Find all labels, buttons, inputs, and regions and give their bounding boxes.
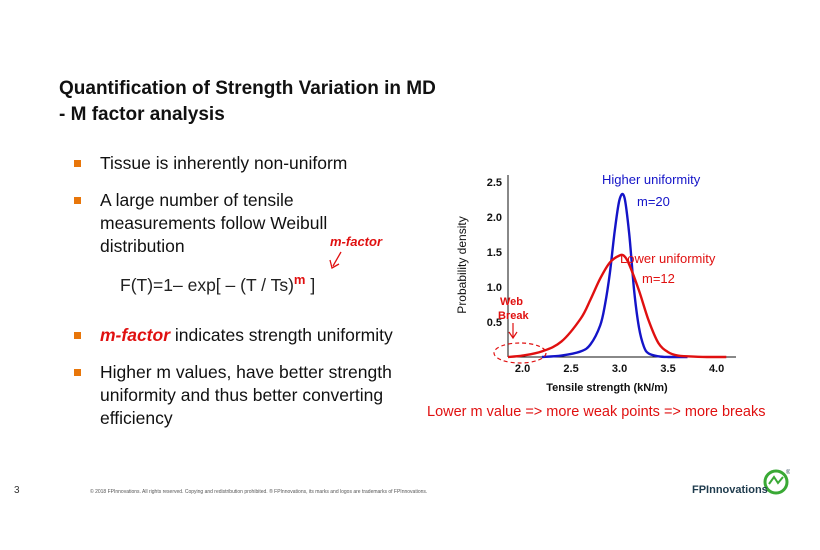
logo-text: FPInnovations [692, 484, 768, 496]
label-break: Break [498, 310, 529, 322]
mfactor-arrow-icon [329, 251, 342, 269]
logo-registered: ® [786, 469, 790, 476]
bullet-3-emphasis: m-factor [100, 325, 171, 345]
bullet-1: Tissue is inherently non-uniform [72, 152, 402, 175]
x-tick-label: 3.0 [612, 363, 627, 375]
bullet-3: m-factor indicates strength uniformity [72, 324, 402, 347]
x-tick-label: 2.0 [515, 363, 530, 375]
formula-end: ] [305, 274, 316, 295]
weibull-chart: 0.5 1.0 1.5 2.0 2.5 2.0 2.5 3.0 3.5 4.0 Probabili… [455, 172, 736, 394]
label-higher-uniformity: Higher uniformity [602, 172, 701, 187]
series-m12-line [507, 253, 727, 359]
copyright-text: © 2018 FPInnovations. All rights reserve… [90, 489, 428, 495]
bullet-square-icon [74, 332, 81, 339]
y-tick-label: 2.5 [487, 177, 502, 189]
x-tick-label: 3.5 [660, 363, 675, 375]
bullet-2: A large number of tensile measurements f… [72, 189, 402, 258]
chart-marks [507, 192, 727, 359]
label-m12: m=12 [642, 271, 675, 286]
label-m20: m=20 [637, 194, 670, 209]
weibull-formula: F(T)=1– exp[ – (T / Ts)m ] [120, 272, 315, 296]
y-tick-label: 1.5 [487, 247, 502, 259]
bullet-list: Tissue is inherently non-uniform A large… [72, 152, 402, 444]
bullet-4: Higher m values, have better strength un… [72, 361, 402, 430]
y-tick-label: 2.0 [487, 212, 502, 224]
bullet-1-text: Tissue is inherently non-uniform [100, 153, 348, 173]
series-m20-line [541, 192, 688, 359]
bullet-2-text: A large number of tensile measurements f… [100, 190, 328, 256]
bullet-square-icon [74, 160, 81, 167]
chart-axes: 0.5 1.0 1.5 2.0 2.5 2.0 2.5 3.0 3.5 4.0 [487, 175, 736, 375]
label-web: Web [500, 296, 523, 308]
x-tick-label: 4.0 [709, 363, 724, 375]
ylabel: Probability density [455, 216, 469, 313]
title-line-2: - M factor analysis [59, 104, 225, 125]
formula-exponent: m [293, 272, 306, 287]
fpinnovations-logo-icon: ® [763, 469, 790, 495]
bullet-3-text: indicates strength uniformity [170, 325, 393, 345]
bullet-square-icon [74, 369, 81, 376]
bottom-note: Lower m value => more weak points => mor… [427, 404, 766, 420]
mfactor-callout: m-factor [330, 234, 383, 249]
bullet-4-text: Higher m values, have better strength un… [100, 362, 392, 428]
web-break-arrow-icon [508, 323, 518, 340]
formula-main: F(T)=1– exp[ – (T / Ts) [120, 274, 294, 295]
slide-title: Quantification of Strength Variation in … [59, 76, 436, 128]
y-tick-label: 0.5 [487, 317, 502, 329]
label-lower-uniformity: Lower uniformity [620, 251, 716, 266]
bullet-square-icon [74, 197, 81, 204]
y-tick-label: 1.0 [487, 282, 502, 294]
title-line-1: Quantification of Strength Variation in … [59, 78, 436, 99]
x-tick-label: 2.5 [563, 363, 578, 375]
xlabel: Tensile strength (kN/m) [546, 382, 668, 394]
page-number: 3 [14, 485, 20, 496]
web-break-circle [493, 342, 547, 364]
